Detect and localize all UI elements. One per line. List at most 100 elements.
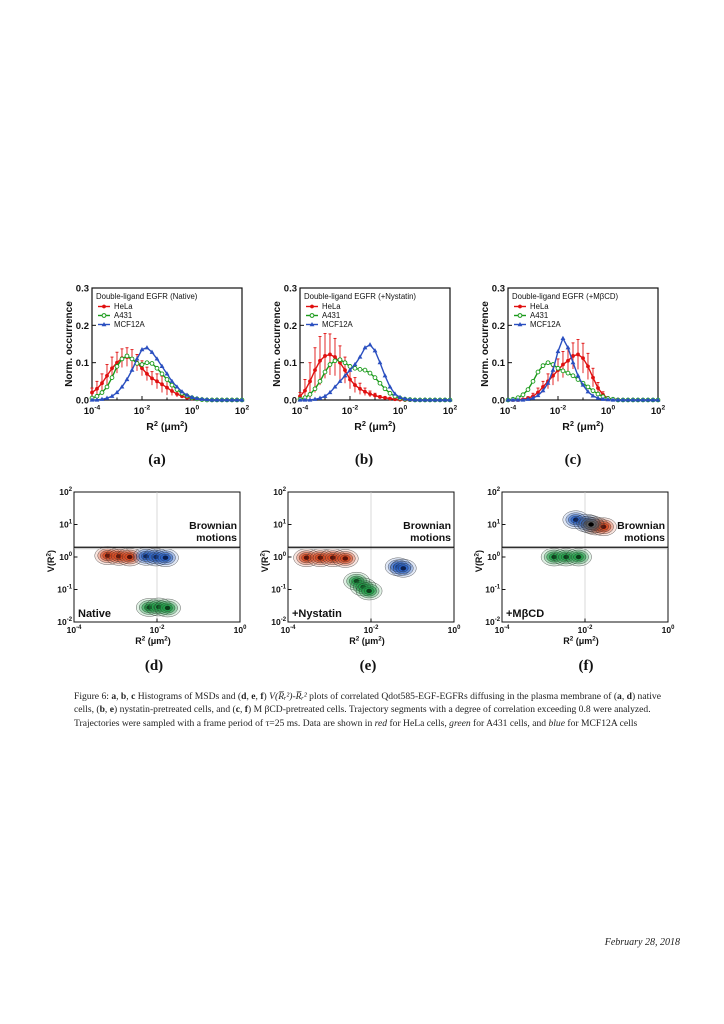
data-point	[352, 361, 358, 367]
x-tick-label: 10-2	[150, 625, 165, 635]
data-point	[114, 364, 120, 369]
data-point	[541, 385, 545, 389]
contour-core	[164, 605, 171, 611]
legend-marker	[309, 322, 315, 327]
y-axis-label: Norm. occurrence	[272, 301, 283, 387]
data-point	[317, 395, 323, 400]
data-point	[144, 345, 150, 350]
data-point	[377, 380, 383, 386]
data-point	[645, 397, 651, 402]
y-tick-label: 0.2	[284, 321, 297, 332]
data-point	[383, 395, 387, 400]
data-point	[318, 358, 322, 363]
data-point	[520, 397, 526, 402]
contour-core	[588, 522, 594, 527]
contour-panel-d: Brownian motions Native 10-2 10-1 100 101 102 10…	[44, 482, 248, 650]
data-point	[239, 397, 245, 402]
data-point	[209, 397, 215, 402]
figure-caption: Figure 6: a, b, c Histograms of MSDs and…	[74, 691, 661, 729]
x-tick-label: 10-4	[67, 625, 82, 635]
data-point	[110, 366, 114, 371]
caption-text-3: plots of correlated Qdot585-EGF-EGFRs di…	[306, 691, 618, 702]
y-tick-label: 100	[487, 552, 500, 562]
x-tick-label: 100	[448, 625, 461, 635]
data-point	[104, 384, 110, 390]
data-point	[442, 397, 448, 402]
data-point	[194, 395, 200, 401]
data-point	[372, 375, 378, 380]
y-axis-label: V(R2)	[474, 550, 485, 572]
histogram-panel-a: 0.0 0.1 0.2 0.3 10-4 10-2 100 102 R2 (μm2) Norm. …	[60, 280, 250, 450]
data-point	[129, 356, 135, 362]
data-point	[322, 369, 328, 375]
caption-ref-d: d	[241, 691, 247, 702]
data-point	[392, 391, 398, 396]
data-point	[159, 363, 165, 368]
condition-label: +MβCD	[506, 608, 544, 620]
data-point	[154, 356, 160, 361]
annotation-brownian: Brownian	[617, 520, 665, 532]
data-point	[561, 362, 565, 367]
data-point	[447, 397, 453, 402]
data-point	[149, 361, 155, 366]
y-tick-label: 102	[59, 487, 72, 497]
y-tick-label: 102	[273, 487, 286, 497]
contour-core	[126, 554, 133, 560]
contour-core	[329, 555, 336, 560]
y-tick-label: 100	[273, 552, 286, 562]
data-point	[129, 367, 135, 372]
contour-core	[162, 555, 169, 560]
caption-ref-e2: e	[109, 704, 114, 716]
data-point	[560, 335, 566, 340]
data-point	[655, 397, 661, 402]
caption-ref-b: b	[120, 691, 127, 702]
y-tick-label: 0.1	[492, 358, 506, 369]
data-point	[640, 397, 646, 402]
data-point	[590, 393, 596, 398]
data-point	[94, 397, 100, 402]
data-point	[397, 394, 403, 399]
x-tick-label: 10-2	[134, 405, 151, 417]
data-point	[174, 384, 180, 389]
data-point	[362, 345, 368, 350]
data-point	[229, 397, 235, 402]
data-point	[387, 390, 393, 396]
data-point	[402, 396, 408, 401]
data-point	[427, 397, 433, 402]
x-tick-label: 102	[651, 405, 666, 417]
data-point	[368, 392, 372, 396]
data-point	[505, 397, 511, 402]
data-point	[109, 375, 115, 380]
x-tick-label: 10-2	[342, 405, 359, 417]
data-point	[412, 397, 418, 402]
legend-marker	[310, 304, 314, 309]
data-point	[635, 397, 641, 402]
data-point	[307, 397, 313, 402]
data-point	[545, 360, 551, 366]
contour-core	[563, 554, 569, 560]
data-point	[199, 396, 205, 401]
legend-marker	[309, 313, 315, 318]
data-point	[387, 384, 393, 389]
data-point	[95, 386, 99, 391]
data-point	[620, 397, 626, 402]
data-point	[322, 393, 328, 398]
data-point	[530, 395, 536, 400]
contour-core	[551, 554, 557, 560]
data-point	[234, 397, 240, 402]
data-point	[139, 362, 145, 367]
data-point	[219, 397, 225, 402]
data-point	[555, 348, 561, 354]
data-point	[515, 397, 521, 402]
data-point	[372, 348, 378, 353]
legend-marker	[101, 322, 107, 327]
caption-text-1: Histograms of MSDs and (	[137, 691, 242, 702]
x-axis-label: R2 (μm2)	[562, 419, 603, 433]
x-tick-label: 100	[601, 405, 616, 417]
caption-ref-b2: b	[99, 704, 105, 716]
x-tick-label: 10-2	[578, 625, 593, 635]
data-point	[605, 397, 611, 402]
data-point	[545, 380, 551, 385]
data-point	[576, 352, 580, 357]
data-point	[615, 397, 621, 402]
